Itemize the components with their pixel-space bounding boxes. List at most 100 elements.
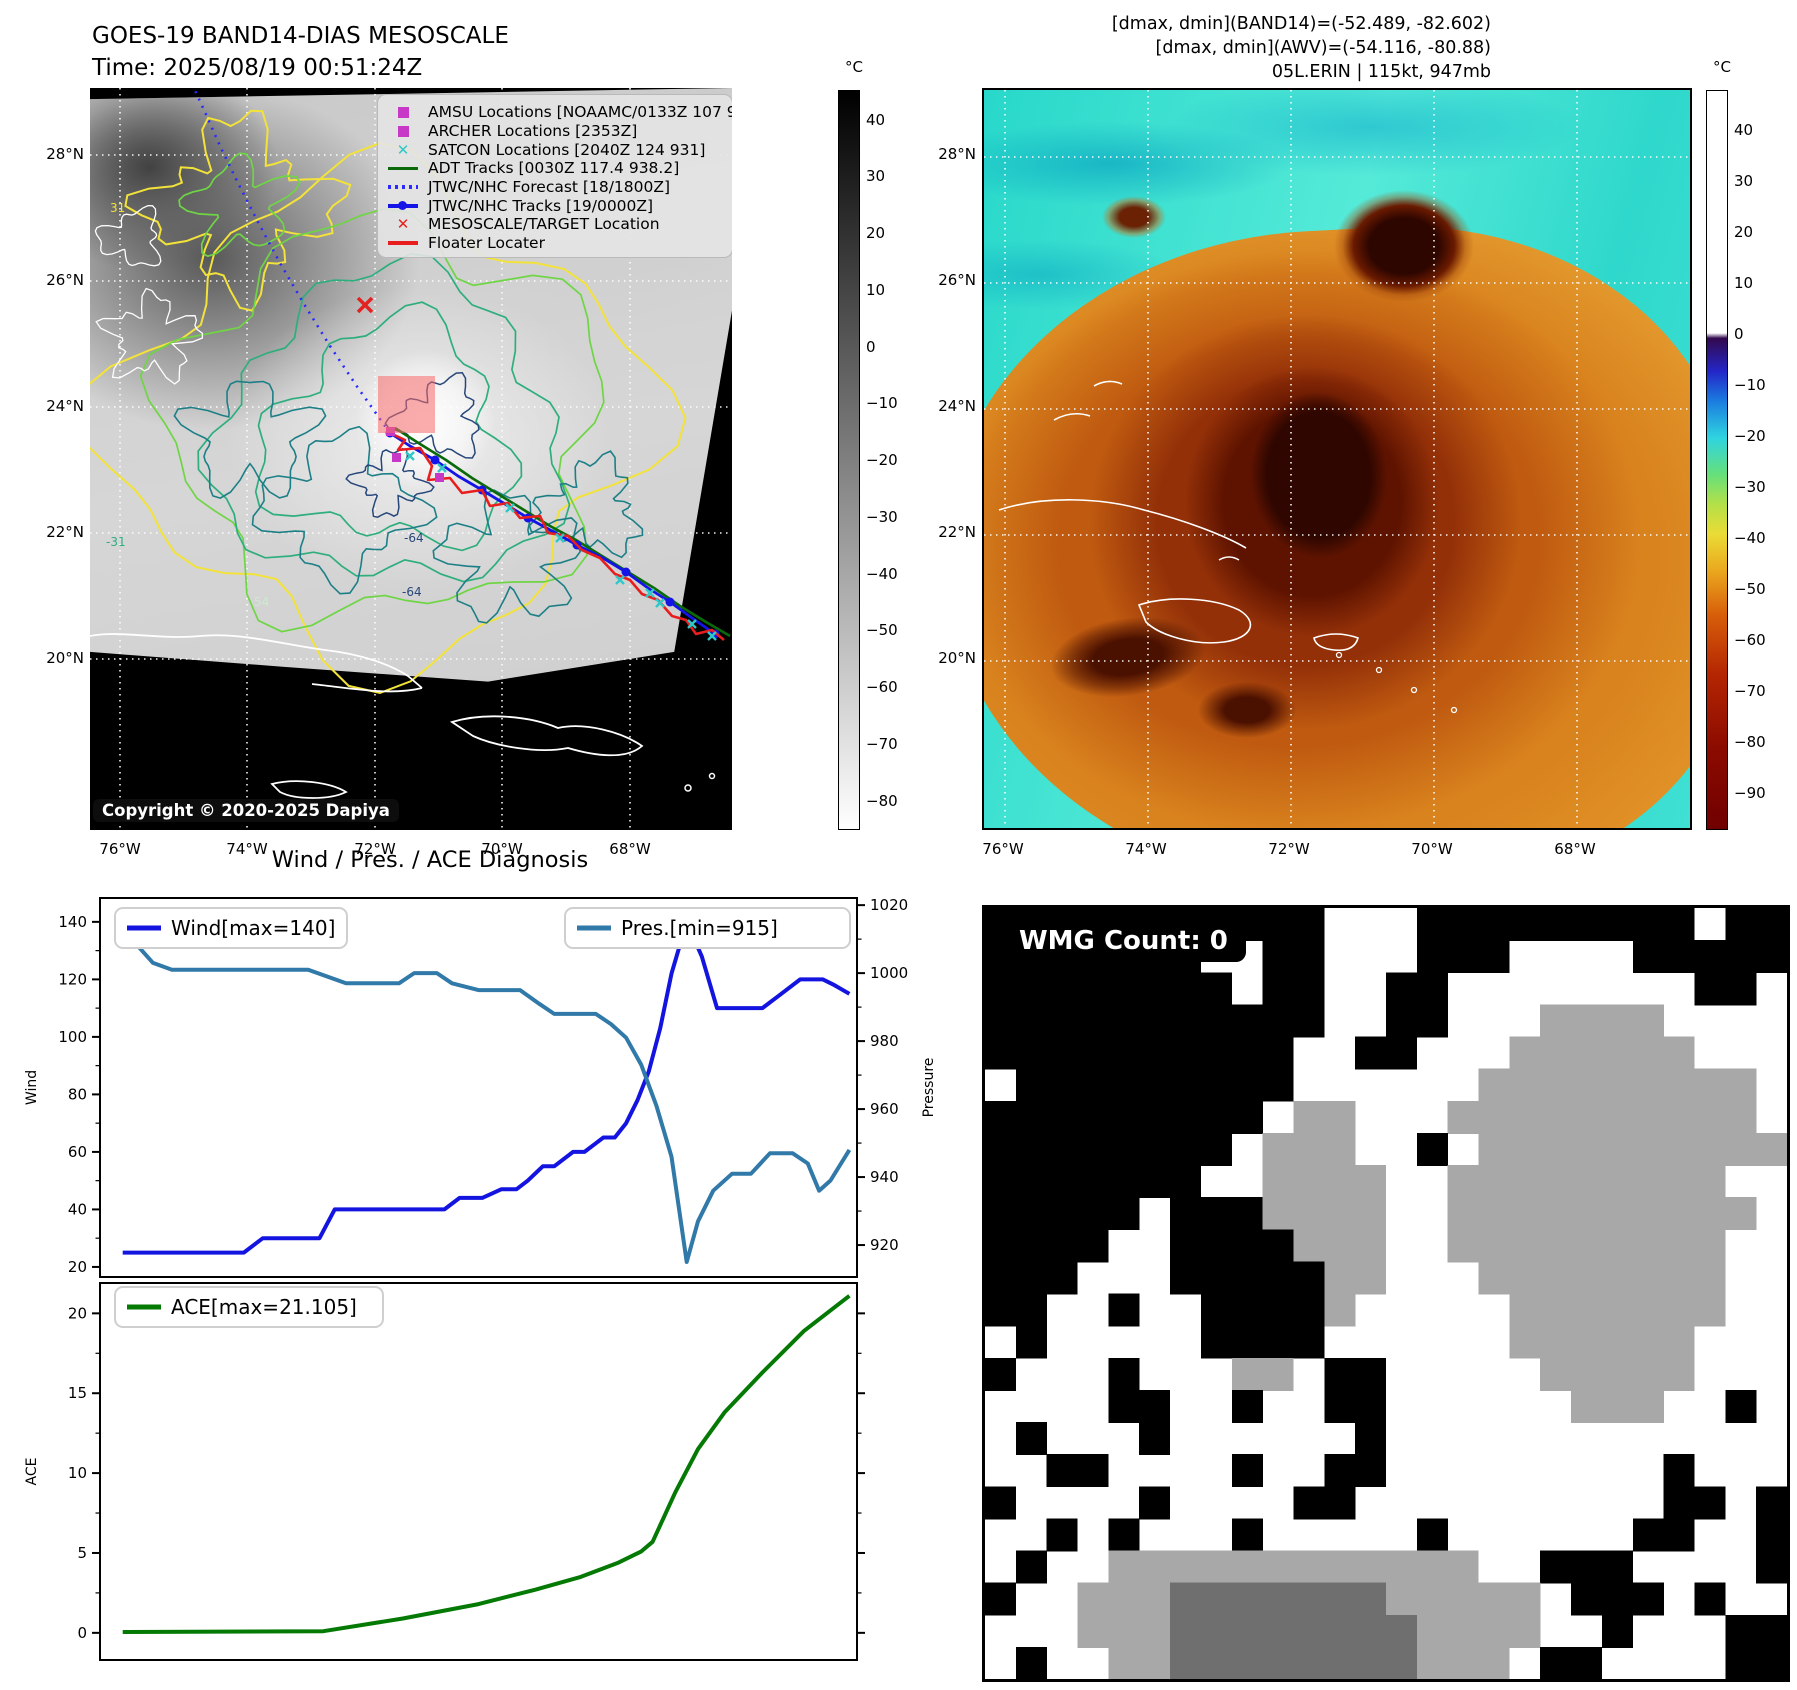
colorbar-tick: −80 [866,791,898,810]
colorbar-tick: −70 [866,734,898,753]
longitude-tick: 74°W [1125,840,1167,858]
colorbar-tick: −80 [1734,733,1766,752]
copyright-label: Copyright © 2020-2025 Dapiya [93,799,399,822]
awv-temperature-colorbar [1706,90,1728,830]
legend-item-label: JTWC/NHC Forecast [18/1800Z] [428,178,671,197]
page-title-block: GOES-19 BAND14-DIAS MESOSCALE Time: 2025… [92,20,509,84]
awv-map-panel [982,88,1692,830]
longitude-tick: 68°W [609,840,651,858]
diagnosis-title: Wind / Pres. / ACE Diagnosis [271,847,589,873]
longitude-tick: 70°W [1411,840,1453,858]
cold-cloud-blob-s [1198,682,1296,738]
longitude-tick: 76°W [982,840,1024,858]
colorbar-tick: 20 [1734,222,1754,241]
svg-text:31: 31 [110,201,125,215]
latitude-tick: 28°N [938,145,976,163]
wmg-panel: WMG Count: 0 [982,905,1790,1682]
svg-text:Wind: Wind [24,1070,40,1105]
svg-text:Pres.[min=915]: Pres.[min=915] [621,916,778,940]
colorbar-unit: °C [1713,58,1731,76]
svg-text:Wind[max=140]: Wind[max=140] [171,916,335,940]
map-legend: AMSU Locations [NOAAMC/0133Z 107 946] ARC… [377,94,732,258]
colorbar-tick: −10 [1734,376,1766,394]
latitude-tick: 26°N [938,271,976,289]
legend-item-label: ADT Tracks [0030Z 117.4 938.2] [428,159,680,178]
legend-item-label: JTWC/NHC Tracks [19/0000Z] [428,196,654,215]
colorbar-tick: 10 [866,280,886,299]
latitude-tick: 20°N [46,649,84,667]
svg-text:940: 940 [870,1168,899,1186]
latitude-tick: 24°N [938,397,976,415]
svg-text:960: 960 [870,1100,899,1118]
svg-text:100: 100 [58,1028,87,1046]
longitude-tick: 68°W [1554,840,1596,858]
colorbar-tick: 0 [866,337,876,356]
svg-text:-31: -31 [106,535,126,549]
colorbar-tick: 30 [866,167,886,186]
line-marker-icon [386,241,420,245]
svg-text:5: 5 [77,1544,87,1562]
colorbar-tick: −60 [1734,631,1766,650]
square-marker-icon [386,125,420,137]
band14-map-panel: 31 -31 54 -64 -64 AMSU Locations [NOAAMC/013… [90,88,732,830]
svg-text:ACE[max=21.105]: ACE[max=21.105] [171,1295,357,1319]
x-marker-icon: ✕ [396,215,410,234]
storm-intensity: 05L.ERIN | 115kt, 947mb [1271,62,1491,82]
longitude-tick: 72°W [354,840,396,858]
svg-text:Pressure: Pressure [921,1058,937,1118]
latitude-tick: 24°N [46,397,84,415]
colorbar-tick: 30 [1734,171,1754,190]
svg-text:920: 920 [870,1236,899,1254]
legend-item-label: SATCON Locations [2040Z 124 931] [428,140,706,159]
colorbar-tick: −20 [1734,427,1766,446]
colorbar-tick: −60 [866,678,898,697]
legend-item: JTWC/NHC Forecast [18/1800Z] [386,178,728,197]
legend-item: Floater Locater [386,234,728,253]
awv-dmax-dmin: [dmax, dmin](AWV)=(-54.116, -80.88) [1155,38,1491,58]
ace-chart: 0 5 10 15 20 ACE ACE[max=21.105] [24,1282,865,1661]
svg-text:1000: 1000 [870,964,908,982]
svg-text:80: 80 [68,1085,87,1103]
svg-text:120: 120 [58,970,87,988]
square-marker-icon [386,106,420,118]
colorbar-tick: −20 [866,451,898,470]
longitude-tick: 76°W [99,840,141,858]
colorbar-tick: −30 [1734,478,1766,497]
longitude-tick: 70°W [481,840,523,858]
legend-item: ✕ MESOSCALE/TARGET Location [386,215,728,234]
colorbar-tick: 20 [866,224,886,243]
colorbar-tick: −50 [1734,580,1766,599]
band14-temperature-colorbar [838,90,860,830]
svg-text:20: 20 [68,1258,87,1276]
legend-item: JTWC/NHC Tracks [19/0000Z] [386,196,728,215]
svg-text:ACE: ACE [24,1458,40,1486]
colorbar-unit: °C [845,58,863,76]
colorbar-tick: −10 [866,394,898,413]
latitude-tick: 28°N [46,145,84,163]
legend-item-label: Floater Locater [428,234,545,253]
svg-text:1020: 1020 [870,896,908,914]
svg-text:60: 60 [68,1143,87,1161]
latitude-tick: 22°N [46,523,84,541]
wind-pressure-chart: 20 40 60 80 100 120 140 Wind 920 940 960 980 1000 102… [24,896,937,1278]
legend-item-label: MESOSCALE/TARGET Location [428,215,660,234]
colorbar-tick: 0 [1734,324,1744,343]
band14-dmax-dmin: [dmax, dmin](BAND14)=(-52.489, -82.602) [1111,14,1491,34]
colorbar-tick: −40 [866,564,898,583]
cold-cloud-blob-small [1102,196,1166,238]
svg-text:15: 15 [68,1384,87,1402]
colorbar-tick: −90 [1734,784,1766,803]
svg-text:-64: -64 [404,531,424,545]
colorbar-tick: −50 [866,621,898,640]
latitude-tick: 26°N [46,271,84,289]
svg-text:40: 40 [68,1200,87,1218]
satellite-timestamp: Time: 2025/08/19 00:51:24Z [92,55,423,81]
latitude-tick: 22°N [938,523,976,541]
x-marker-icon: ✕ [396,140,410,159]
longitude-tick: 74°W [226,840,268,858]
svg-text:140: 140 [58,913,87,931]
colorbar-tick: 40 [866,110,886,129]
colorbar-tick: −70 [1734,682,1766,701]
svg-text:980: 980 [870,1032,899,1050]
wmg-pixel-grid [985,908,1787,1679]
